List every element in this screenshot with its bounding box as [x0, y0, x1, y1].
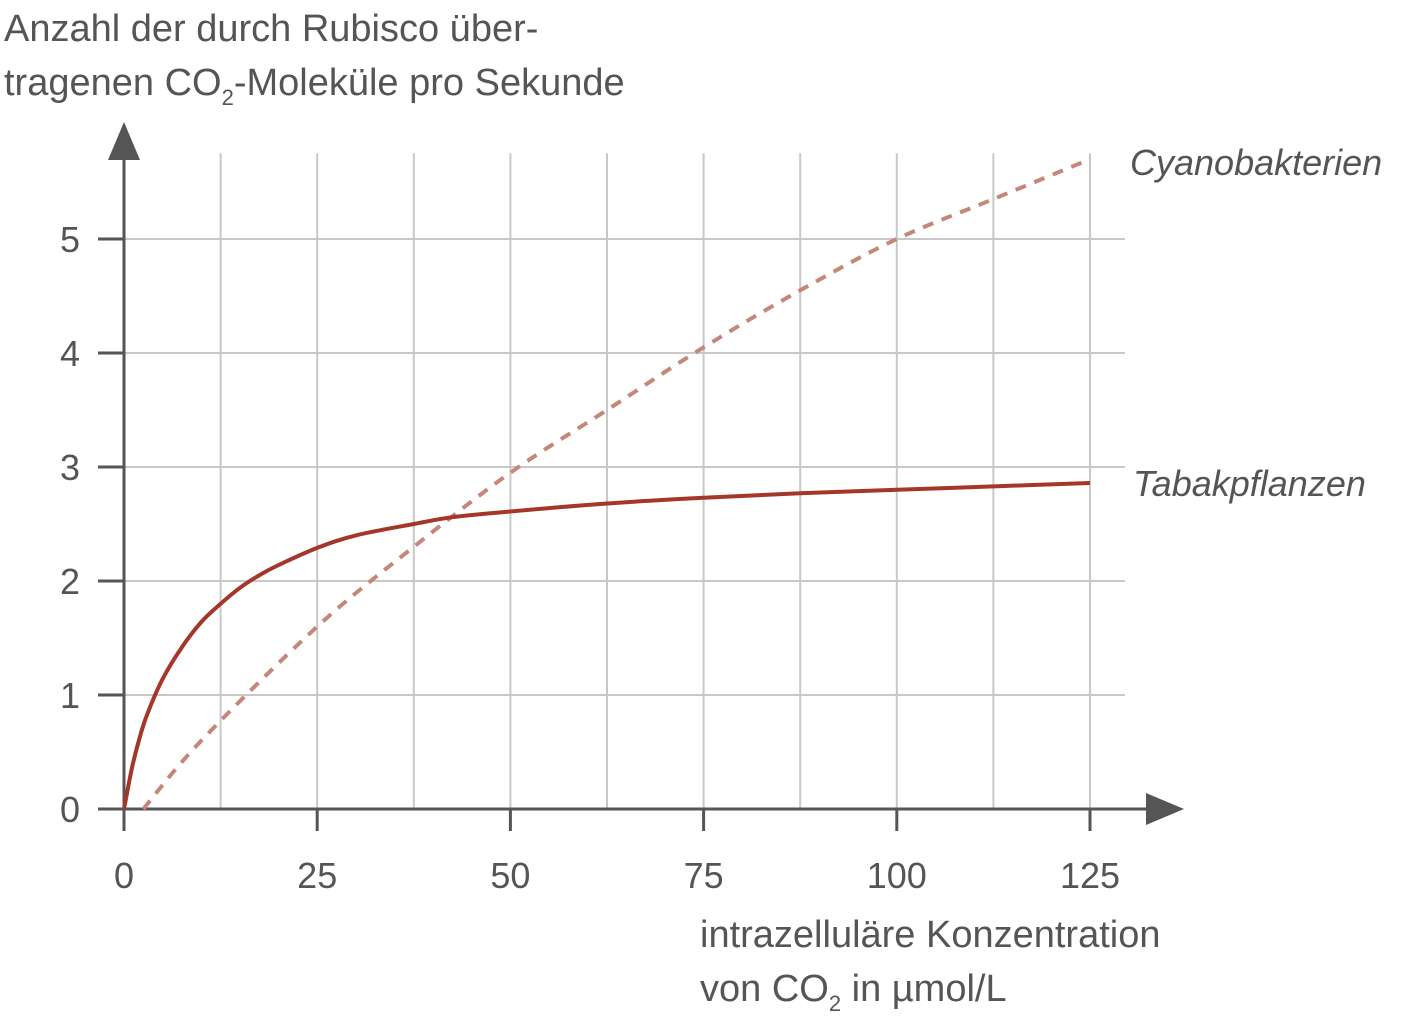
y-tick-label: 5	[60, 219, 80, 260]
y-tick-label: 1	[60, 675, 80, 716]
x-axis-label-line1: intrazelluläre Konzentration	[700, 914, 1161, 956]
y-axis-arrow-icon	[108, 122, 140, 160]
x-tick-label: 50	[490, 855, 530, 896]
x-axis-label: intrazelluläre Konzentration von CO2 in …	[700, 908, 1161, 1031]
y-tick-label: 3	[60, 447, 80, 488]
x-tick-label: 0	[114, 855, 134, 896]
series-label-tabakpflanzen: Tabakpflanzen	[1133, 463, 1366, 504]
x-tick-label: 125	[1060, 855, 1120, 896]
x-axis-label-subscript: 2	[828, 991, 842, 1016]
series-label-cyanobakterien: Cyanobakterien	[1130, 142, 1382, 183]
x-tick-label: 100	[867, 855, 927, 896]
y-axis-label-subscript: 2	[221, 85, 234, 110]
x-axis-label-line2-post: in µmol/L	[841, 968, 1007, 1010]
y-axis-label-line2-post: -Moleküle pro Sekunde	[233, 62, 625, 104]
y-axis-label: Anzahl der durch Rubisco über- tragenen …	[4, 2, 625, 125]
series-line-cyanobakterien	[141, 157, 1091, 811]
x-axis-label-line2-pre: von CO	[700, 968, 829, 1010]
x-axis-arrow-icon	[1146, 793, 1184, 825]
y-axis-label-line2-pre: tragenen CO	[4, 62, 222, 104]
y-axis-label-line1: Anzahl der durch Rubisco über-	[4, 8, 539, 50]
x-tick-label: 75	[684, 855, 724, 896]
y-tick-label: 2	[60, 561, 80, 602]
x-tick-label: 25	[297, 855, 337, 896]
y-tick-label: 0	[60, 789, 80, 830]
series-line-tabakpflanzen	[122, 481, 1091, 810]
y-tick-label: 4	[60, 333, 80, 374]
